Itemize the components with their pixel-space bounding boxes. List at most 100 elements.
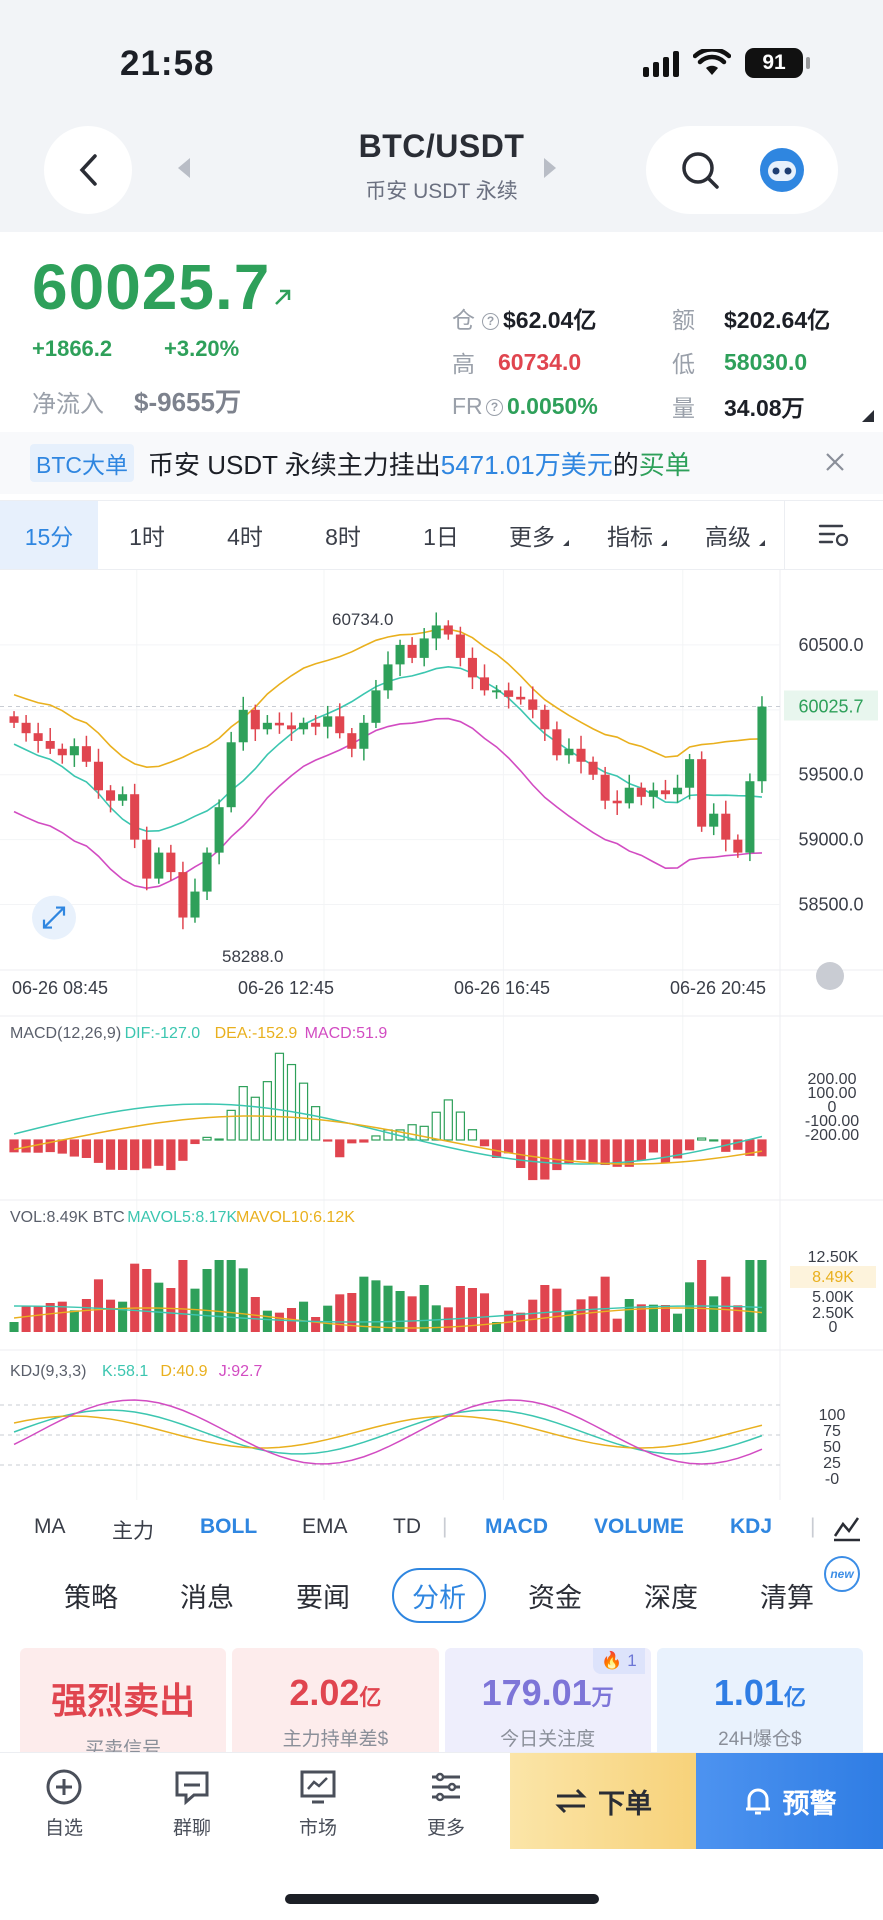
nav-market[interactable]: 市场 bbox=[268, 1767, 368, 1840]
order-button[interactable]: 下单 bbox=[510, 1753, 696, 1849]
indicator-bar: MA 主力 BOLL EMA TD | MACD VOLUME KDJ | bbox=[0, 1500, 883, 1554]
kline-chart[interactable]: 60500.0 60025.7 59500.0 59000.0 58500.0 60734… bbox=[0, 570, 883, 1500]
help-icon[interactable]: ? bbox=[486, 398, 503, 416]
ind-main-force[interactable]: 主力 bbox=[112, 1520, 154, 1543]
ind-kdj[interactable]: KDJ bbox=[730, 1515, 773, 1538]
macd-bar bbox=[684, 1139, 695, 1151]
analysis-tabs: | 策略 消息 要闻 分析 资金 深度 清算 bbox=[0, 1558, 883, 1628]
tab-analysis[interactable]: 分析 bbox=[392, 1568, 486, 1623]
macd-bar bbox=[142, 1139, 152, 1169]
tab-partial-left[interactable]: | bbox=[0, 1576, 1, 1607]
macd-bar bbox=[323, 1139, 333, 1142]
nav-group-chat[interactable]: 群聊 bbox=[142, 1767, 242, 1840]
candle bbox=[745, 781, 755, 853]
candle bbox=[166, 852, 176, 873]
volume-bar bbox=[214, 1260, 224, 1332]
volume-bar bbox=[274, 1312, 284, 1332]
tab-advanced[interactable]: 高级 bbox=[686, 501, 784, 569]
volume-bar bbox=[202, 1269, 212, 1332]
ind-boll[interactable]: BOLL bbox=[200, 1515, 258, 1538]
volume-label: 量 bbox=[672, 395, 695, 421]
tab-headlines[interactable]: 要闻 bbox=[296, 1583, 350, 1613]
big-order-banner[interactable]: BTC大单 币安 USDT 永续主力挂出 5471.01万美元 的 买单 bbox=[0, 432, 883, 494]
nav-watchlist[interactable]: 自选 bbox=[14, 1767, 114, 1840]
tab-strategy[interactable]: 策略 bbox=[64, 1583, 118, 1613]
tab-indicators[interactable]: 指标 bbox=[588, 501, 686, 569]
tab-1d[interactable]: 1日 bbox=[423, 524, 459, 550]
netflow-label: 净流入 bbox=[32, 391, 104, 418]
prev-pair-arrow[interactable] bbox=[178, 158, 190, 178]
kdj-axis-label: -0 bbox=[825, 1471, 839, 1488]
card-main-order-diff[interactable]: 2.02亿 主力持单差$ bbox=[232, 1648, 439, 1758]
kdj-line bbox=[13, 1399, 763, 1465]
candle bbox=[576, 748, 586, 762]
volume-bar bbox=[407, 1296, 417, 1332]
robot-assistant-icon[interactable] bbox=[758, 146, 806, 194]
back-button[interactable] bbox=[44, 126, 132, 214]
candle bbox=[106, 790, 116, 801]
volume-bar bbox=[383, 1285, 393, 1332]
tab-news[interactable]: 消息 bbox=[180, 1583, 234, 1613]
chart-settings-button[interactable] bbox=[784, 501, 883, 569]
candle bbox=[93, 761, 104, 791]
candle bbox=[660, 790, 670, 795]
candle bbox=[419, 638, 429, 658]
drawing-tool-icon[interactable] bbox=[832, 1512, 862, 1542]
ind-macd[interactable]: MACD bbox=[485, 1515, 548, 1538]
candle bbox=[81, 746, 91, 762]
market-monitor-icon bbox=[300, 1770, 336, 1804]
ind-volume[interactable]: VOLUME bbox=[594, 1515, 684, 1538]
candle bbox=[383, 664, 393, 691]
volume-bar bbox=[648, 1304, 658, 1332]
header-actions bbox=[646, 126, 838, 214]
macd-bar bbox=[347, 1139, 357, 1144]
volume-bar bbox=[154, 1282, 164, 1332]
volume-bar bbox=[371, 1280, 381, 1332]
volume-bar bbox=[492, 1322, 502, 1332]
tab-8h[interactable]: 8时 bbox=[325, 524, 361, 550]
card-attention[interactable]: 🔥 1 179.01万 今日关注度 bbox=[444, 1648, 651, 1758]
tab-funds[interactable]: 资金 bbox=[528, 1583, 582, 1613]
alert-button[interactable]: 预警 bbox=[696, 1753, 883, 1849]
search-icon[interactable] bbox=[678, 148, 722, 192]
candle bbox=[33, 733, 43, 741]
volume-bar bbox=[142, 1269, 152, 1332]
macd-bar bbox=[371, 1135, 381, 1141]
tab-1h[interactable]: 1时 bbox=[129, 524, 165, 550]
macd-bar bbox=[660, 1139, 671, 1163]
macd-bar bbox=[105, 1139, 116, 1170]
expand-corner-icon[interactable] bbox=[862, 410, 874, 422]
help-icon[interactable]: ? bbox=[482, 313, 499, 331]
volume-bar bbox=[685, 1282, 695, 1332]
last-price: 60025.7 bbox=[32, 251, 271, 323]
tab-depth[interactable]: 深度 bbox=[644, 1583, 698, 1613]
tab-liquidation[interactable]: 清算 bbox=[760, 1583, 814, 1613]
arrow-up-right-icon bbox=[275, 289, 291, 305]
macd-axis-label: 100.00 bbox=[808, 1085, 857, 1102]
boll-line bbox=[13, 628, 762, 768]
card-liquidation[interactable]: 1.01亿 24H爆仓$ bbox=[656, 1648, 863, 1758]
pair-title[interactable]: BTC/USDT 币安 USDT 永续 bbox=[0, 128, 883, 205]
tab-4h[interactable]: 4时 bbox=[227, 524, 263, 550]
expand-icon bbox=[42, 906, 66, 929]
ind-td[interactable]: TD bbox=[393, 1515, 421, 1538]
battery-icon: 91 bbox=[745, 48, 810, 78]
tab-more[interactable]: 更多 bbox=[490, 501, 588, 569]
volume-bar bbox=[299, 1301, 309, 1332]
price-axis-label: 59000.0 bbox=[798, 830, 863, 850]
next-pair-arrow[interactable] bbox=[544, 158, 556, 178]
chat-icon bbox=[175, 1771, 209, 1806]
macd-bar bbox=[528, 1139, 538, 1181]
candle bbox=[69, 746, 79, 756]
volume-bar bbox=[45, 1303, 55, 1332]
price-summary: 60025.7 +1866.2 +3.20% 净流入 $-9655万 仓 ? $6… bbox=[0, 232, 883, 432]
ind-ema[interactable]: EMA bbox=[302, 1515, 348, 1538]
card-signal[interactable]: 强烈卖出 买卖信号 bbox=[20, 1648, 227, 1758]
macd-bar bbox=[335, 1139, 345, 1158]
close-icon[interactable] bbox=[823, 450, 847, 474]
ind-ma[interactable]: MA bbox=[34, 1515, 66, 1538]
nav-more[interactable]: 更多 bbox=[396, 1767, 496, 1840]
oi-label: 仓 bbox=[452, 307, 475, 333]
tab-15m[interactable]: 15分 bbox=[0, 501, 98, 569]
macd-dea-line bbox=[13, 1115, 763, 1165]
